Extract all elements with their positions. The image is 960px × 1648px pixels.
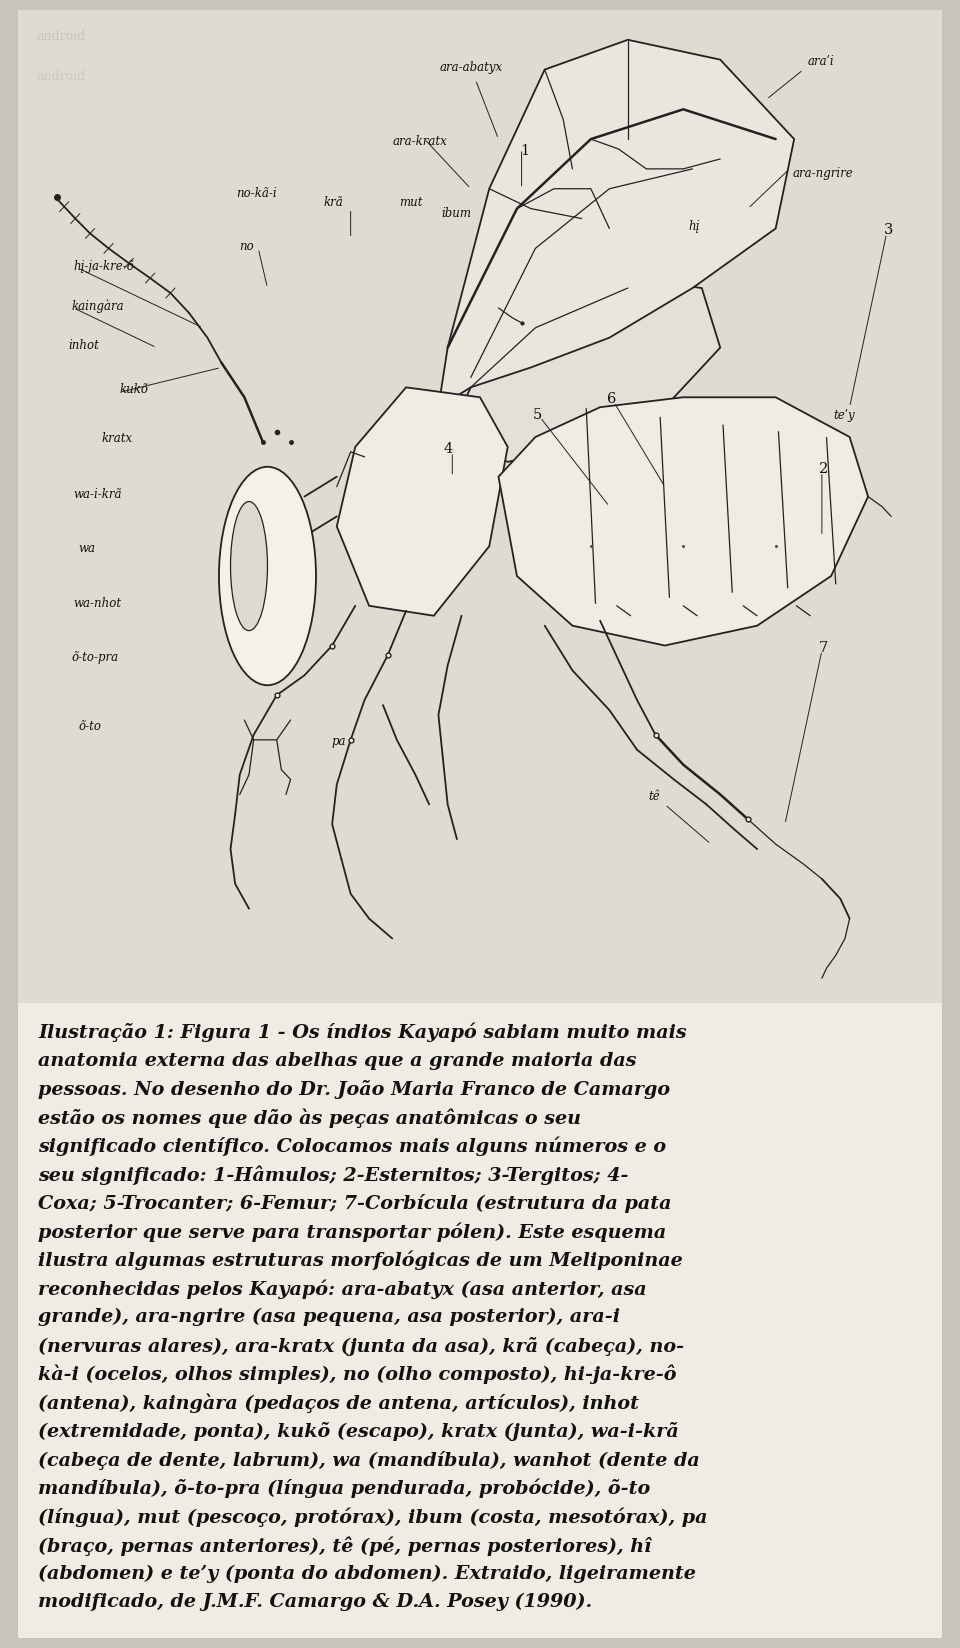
- Text: seu significado: 1-Hâmulos; 2-Esternitos; 3-Tergitos; 4-: seu significado: 1-Hâmulos; 2-Esternitos…: [38, 1165, 629, 1185]
- Text: ilustra algumas estruturas morfológicas de um Meliponinae: ilustra algumas estruturas morfológicas …: [38, 1251, 683, 1271]
- Text: hį-ja-kre-õ: hį-ja-kre-õ: [73, 260, 134, 272]
- Text: kukõ: kukõ: [120, 382, 149, 396]
- Text: modificado, de J.M.F. Camargo & D.A. Posey (1990).: modificado, de J.M.F. Camargo & D.A. Pos…: [38, 1594, 592, 1612]
- Text: pa: pa: [331, 735, 346, 748]
- Text: ara-abatyx: ara-abatyx: [439, 61, 502, 74]
- Text: no-kã-i: no-kã-i: [236, 188, 276, 199]
- Text: estão os nomes que dão às peças anatômicas o seu: estão os nomes que dão às peças anatômic…: [38, 1109, 581, 1127]
- Text: posterior que serve para transportar pólen). Este esquema: posterior que serve para transportar pól…: [38, 1223, 666, 1243]
- Text: kratx: kratx: [101, 432, 132, 445]
- Polygon shape: [498, 397, 868, 646]
- Text: ibum: ibum: [442, 208, 471, 221]
- Text: kà-i (ocelos, olhos simples), no (olho composto), hi-ja-kre-ô: kà-i (ocelos, olhos simples), no (olho c…: [38, 1365, 677, 1384]
- Text: android: android: [36, 30, 85, 43]
- Text: (língua), mut (pescoço, protórax), ibum (costa, mesotórax), pa: (língua), mut (pescoço, protórax), ibum …: [38, 1508, 708, 1528]
- Text: 3: 3: [884, 224, 893, 237]
- Text: 7: 7: [819, 641, 828, 654]
- Text: mandíbula), õ-to-pra (língua pendurada, probócide), õ-to: mandíbula), õ-to-pra (língua pendurada, …: [38, 1478, 650, 1498]
- Text: pessoas. No desenho do Dr. João Maria Franco de Camargo: pessoas. No desenho do Dr. João Maria Fr…: [38, 1079, 670, 1099]
- Text: õ-to: õ-to: [78, 720, 101, 733]
- Text: (extremidade, ponta), kukõ (escapo), kratx (junta), wa-i-krã: (extremidade, ponta), kukõ (escapo), kra…: [38, 1422, 679, 1440]
- Text: hį: hį: [688, 219, 700, 232]
- Text: krã: krã: [324, 196, 344, 209]
- Text: 6: 6: [607, 392, 616, 407]
- Ellipse shape: [219, 466, 316, 686]
- Text: (nervuras alares), ara-kratx (junta da asa), krã (cabeça), no-: (nervuras alares), ara-kratx (junta da a…: [38, 1337, 684, 1356]
- Polygon shape: [439, 40, 794, 407]
- Text: wa-nhot: wa-nhot: [73, 597, 122, 610]
- Text: reconhecidas pelos Kayapó: ara-abatyx (asa anterior, asa: reconhecidas pelos Kayapó: ara-abatyx (a…: [38, 1279, 647, 1299]
- Text: ara-kratx: ara-kratx: [393, 135, 447, 148]
- Text: (abdomen) e te’y (ponta do abdomen). Extraido, ligeiramente: (abdomen) e te’y (ponta do abdomen). Ext…: [38, 1564, 696, 1582]
- Ellipse shape: [230, 501, 268, 631]
- Bar: [18, 10, 942, 1004]
- Text: 5: 5: [533, 409, 541, 422]
- Text: no: no: [239, 241, 253, 252]
- Text: 4: 4: [443, 442, 452, 456]
- Text: android: android: [36, 69, 85, 82]
- Text: (cabeça de dente, labrum), wa (mandíbula), wanhot (dente da: (cabeça de dente, labrum), wa (mandíbula…: [38, 1450, 700, 1470]
- Text: (braço, pernas anteriores), tê (pé, pernas posteriores), hî: (braço, pernas anteriores), tê (pé, pern…: [38, 1536, 652, 1556]
- Text: anatomia externa das abelhas que a grande maioria das: anatomia externa das abelhas que a grand…: [38, 1051, 636, 1070]
- Text: kaingàra: kaingàra: [72, 300, 124, 313]
- Text: ara-ngrire: ara-ngrire: [792, 168, 853, 180]
- Text: teʹy: teʹy: [833, 409, 854, 422]
- Text: mut: mut: [398, 196, 422, 209]
- Polygon shape: [337, 387, 508, 616]
- Text: 2: 2: [819, 461, 828, 476]
- Polygon shape: [452, 279, 720, 461]
- Text: significado científico. Colocamos mais alguns números e o: significado científico. Colocamos mais a…: [38, 1137, 666, 1157]
- Text: Ilustração 1: Figura 1 - Os índios Kayapó sabiam muito mais: Ilustração 1: Figura 1 - Os índios Kayap…: [38, 1023, 686, 1043]
- Text: wa-i-krã: wa-i-krã: [73, 488, 122, 501]
- Text: wa: wa: [78, 542, 95, 555]
- Text: grande), ara-ngrire (asa pequena, asa posterior), ara-i: grande), ara-ngrire (asa pequena, asa po…: [38, 1309, 620, 1327]
- Text: inhot: inhot: [69, 339, 100, 353]
- Text: tê: tê: [648, 789, 660, 803]
- Text: araʹi: araʹi: [808, 54, 834, 68]
- Text: 1: 1: [519, 143, 529, 158]
- Text: (antena), kaingàra (pedaços de antena, artículos), inhot: (antena), kaingàra (pedaços de antena, a…: [38, 1394, 639, 1412]
- Text: Coxa; 5-Trocanter; 6-Femur; 7-Corbícula (estrutura da pata: Coxa; 5-Trocanter; 6-Femur; 7-Corbícula …: [38, 1195, 671, 1213]
- Text: õ-to-pra: õ-to-pra: [72, 651, 119, 664]
